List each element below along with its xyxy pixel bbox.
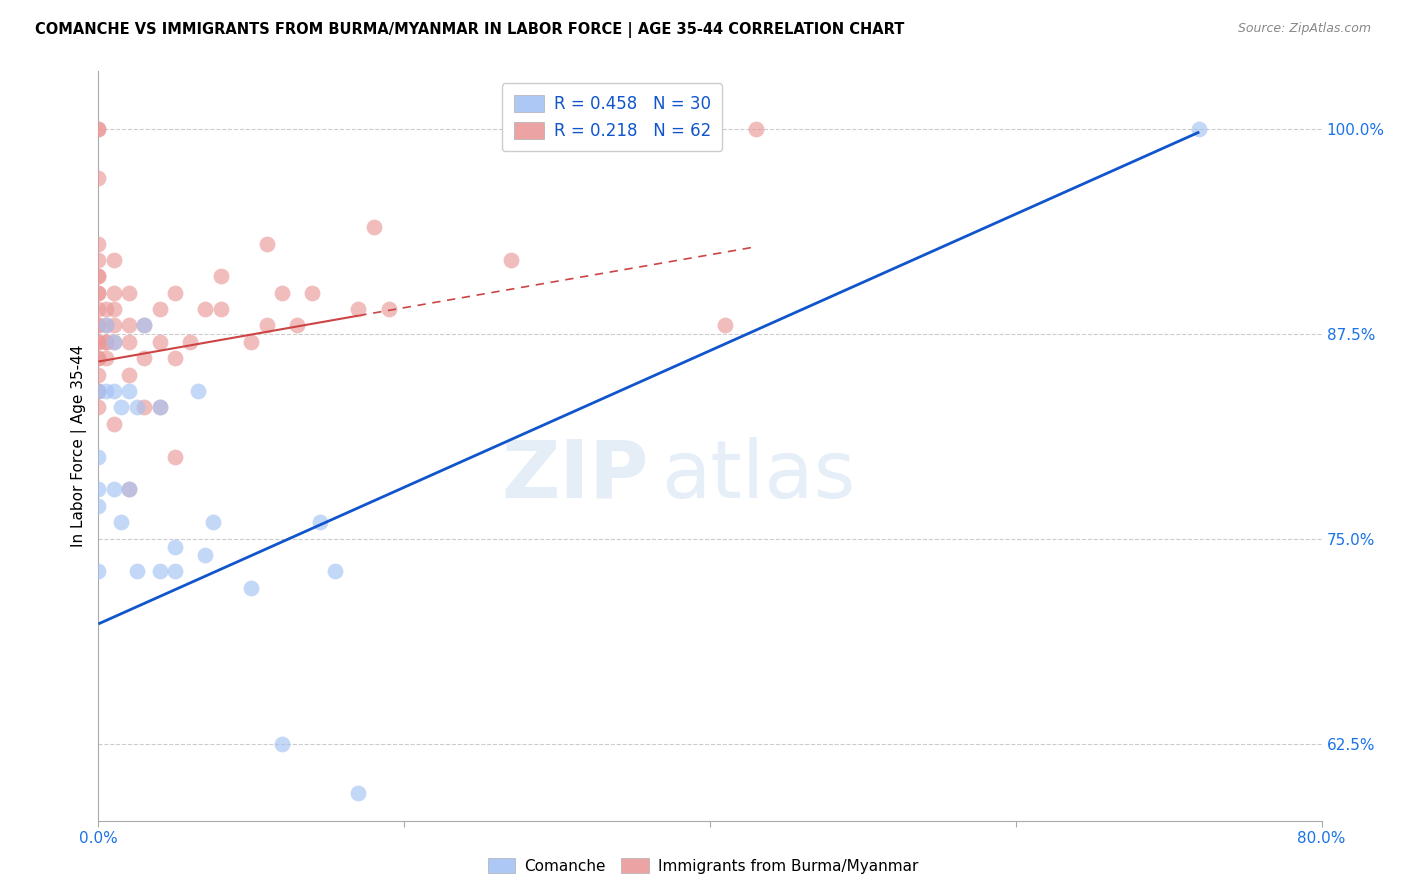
Point [256,318,278,333]
Point [87,318,110,333]
Point [87,269,110,284]
Point [309,515,332,529]
Point [87,285,110,300]
Y-axis label: In Labor Force | Age 35-44: In Labor Force | Age 35-44 [72,345,87,547]
Point [256,236,278,251]
Point [301,285,323,300]
Point [94,334,117,349]
Point [149,302,172,317]
Point [94,384,117,398]
Text: Source: ZipAtlas.com: Source: ZipAtlas.com [1237,22,1371,36]
Point [87,285,110,300]
Point [87,334,110,349]
Point [94,318,117,333]
Point [134,401,156,415]
Point [103,483,125,497]
Point [87,483,110,497]
Point [163,285,186,300]
Legend: Comanche, Immigrants from Burma/Myanmar: Comanche, Immigrants from Burma/Myanmar [482,852,924,880]
Point [118,483,141,497]
Point [163,351,186,366]
Point [87,565,110,579]
Point [240,334,263,349]
Point [187,384,209,398]
Point [325,565,347,579]
Point [87,351,110,366]
Point [501,252,523,267]
Point [240,581,263,595]
Point [87,384,110,398]
Point [87,318,110,333]
Point [118,368,141,382]
Point [94,318,117,333]
Point [118,483,141,497]
Point [209,302,232,317]
Point [103,302,125,317]
Point [163,450,186,464]
Point [87,499,110,513]
Point [103,285,125,300]
Point [103,318,125,333]
Point [87,121,110,136]
Point [363,220,385,235]
Point [125,401,148,415]
Point [202,515,225,529]
Point [209,269,232,284]
Point [94,334,117,349]
Point [103,417,125,431]
Point [347,786,370,800]
Point [87,368,110,382]
Legend: R = 0.458   N = 30, R = 0.218   N = 62: R = 0.458 N = 30, R = 0.218 N = 62 [502,84,723,152]
Point [94,302,117,317]
Point [118,285,141,300]
Point [87,236,110,251]
Point [270,285,292,300]
Text: ZIP: ZIP [502,437,648,515]
Point [149,565,172,579]
Text: COMANCHE VS IMMIGRANTS FROM BURMA/MYANMAR IN LABOR FORCE | AGE 35-44 CORRELATION: COMANCHE VS IMMIGRANTS FROM BURMA/MYANMA… [35,22,904,38]
Point [285,318,308,333]
Point [194,302,217,317]
Point [87,450,110,464]
Point [134,318,156,333]
Point [378,302,401,317]
Point [87,170,110,185]
Point [103,384,125,398]
Point [110,515,132,529]
Point [149,334,172,349]
Point [118,384,141,398]
Point [125,565,148,579]
Point [87,384,110,398]
Point [163,565,186,579]
Point [103,252,125,267]
Text: atlas: atlas [661,437,855,515]
Point [270,737,292,751]
Point [194,548,217,562]
Point [87,302,110,317]
Point [87,252,110,267]
Point [134,351,156,366]
Point [87,401,110,415]
Point [118,334,141,349]
Point [714,318,737,333]
Point [179,334,201,349]
Point [118,318,141,333]
Point [103,334,125,349]
Point [87,351,110,366]
Point [134,318,156,333]
Point [699,121,721,136]
Point [87,334,110,349]
Point [103,334,125,349]
Point [149,401,172,415]
Point [87,384,110,398]
Point [87,269,110,284]
Point [163,540,186,554]
Point [347,302,370,317]
Point [745,121,768,136]
Point [149,401,172,415]
Point [110,401,132,415]
Point [87,121,110,136]
Point [1188,121,1211,136]
Point [94,351,117,366]
